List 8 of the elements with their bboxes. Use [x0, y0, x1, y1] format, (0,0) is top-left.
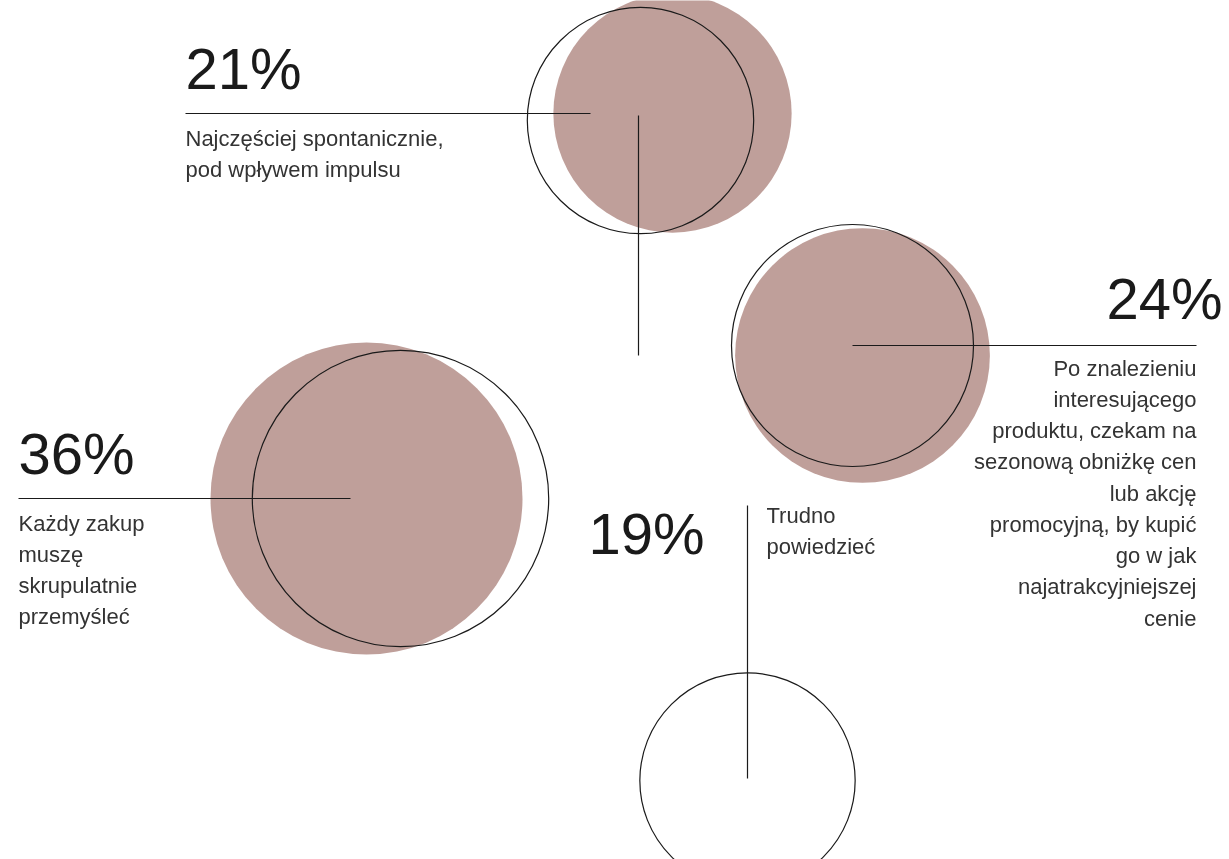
- category-label: Po znalezieniu interesującego produktu, czekam na sezonową obniżkę cen lub akcję promocyjną, by kupić go w jak najatrakcyjniejszej cenie: [973, 355, 1197, 631]
- category-label: Najczęściej spontanicznie, pod wpływem impulsu: [185, 125, 444, 182]
- data-label: 19%: [588, 500, 705, 566]
- data-label: 36%: [18, 420, 135, 486]
- data-label: 24%: [1106, 265, 1223, 331]
- category-label: Trudno powiedzieć: [766, 502, 876, 559]
- category-label: Każdy zakup muszę skrupulatnie przemyśleć: [18, 510, 145, 630]
- data-label: 21%: [185, 35, 302, 101]
